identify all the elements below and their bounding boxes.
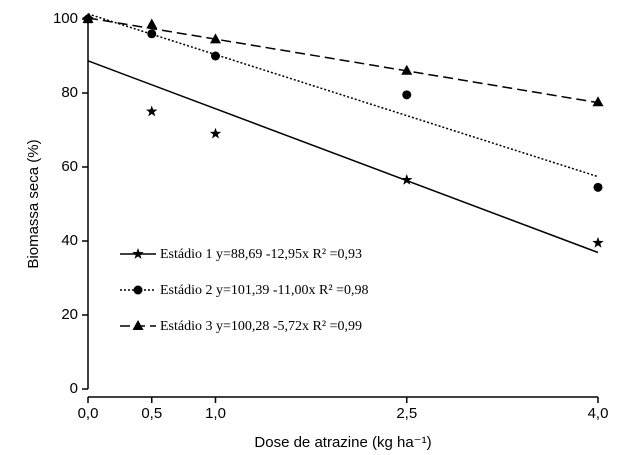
- legend-label: Estádio 1 y=88,69 -12,95x R² =0,93: [160, 247, 362, 262]
- x-tick-label: 2,5: [396, 405, 417, 422]
- y-tick-label: 100: [53, 10, 78, 27]
- legend-label: Estádio 2 y=101,39 -11,00x R² =0,98: [160, 283, 368, 298]
- legend-marker: [133, 285, 143, 295]
- x-tick-label: 0,0: [78, 405, 99, 422]
- x-axis-label: Dose de atrazine (kg ha⁻¹): [254, 434, 431, 451]
- point: [402, 90, 412, 100]
- x-tick-label: 0,5: [141, 405, 162, 422]
- point: [593, 182, 603, 192]
- y-tick-label: 20: [61, 306, 78, 323]
- fit-line: [87, 60, 599, 254]
- legend-label: Estádio 3 y=100,28 -5,72x R² =0,99: [160, 319, 362, 334]
- y-tick-label: 80: [61, 84, 78, 101]
- y-tick-label: 0: [70, 380, 78, 397]
- legend-marker: [132, 248, 144, 259]
- fit-line: [87, 13, 599, 178]
- point: [592, 236, 604, 248]
- point: [146, 18, 158, 29]
- point: [210, 33, 221, 44]
- point: [82, 13, 94, 23]
- point: [146, 105, 158, 117]
- point: [147, 29, 157, 39]
- point: [211, 51, 220, 61]
- legend-marker: [132, 320, 144, 330]
- x-tick-label: 1,0: [205, 405, 226, 422]
- point: [209, 127, 222, 139]
- point: [401, 173, 413, 185]
- point: [401, 64, 413, 75]
- x-tick-label: 4,0: [588, 405, 609, 422]
- y-axis-label: Biomassa seca (%): [25, 139, 42, 268]
- y-tick-label: 40: [61, 232, 78, 249]
- point: [592, 96, 604, 107]
- y-tick-label: 60: [61, 158, 78, 175]
- fit-line: [87, 17, 599, 104]
